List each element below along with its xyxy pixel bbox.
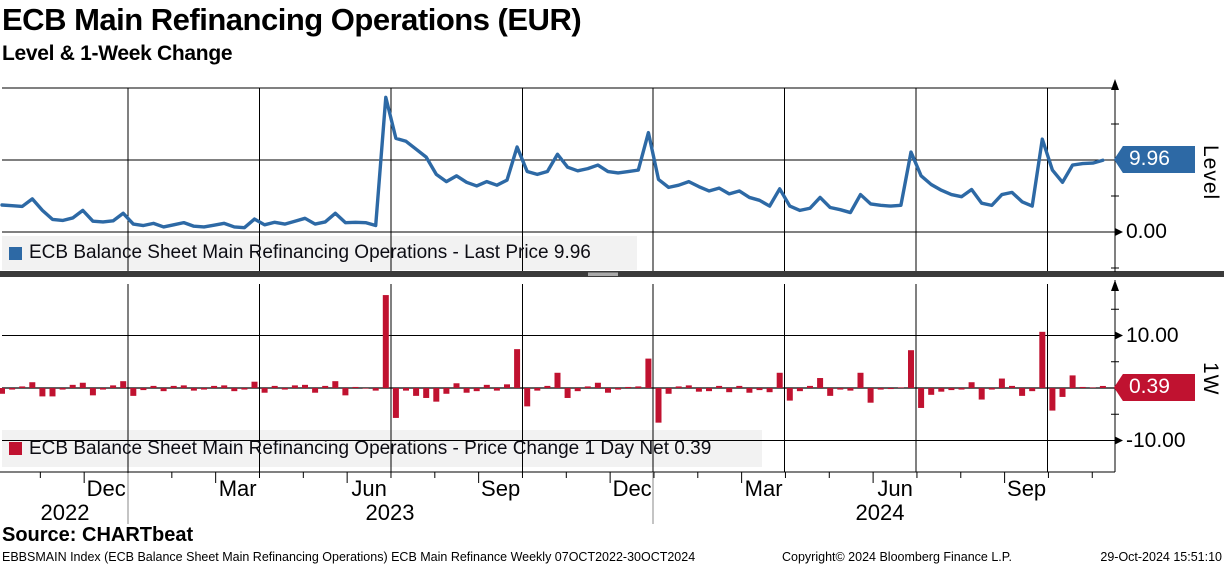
svg-text:Dec: Dec (87, 476, 126, 501)
change-upper-tick-label: 10.00 (1126, 324, 1179, 347)
level-axis-title: Level (1199, 145, 1222, 201)
svg-text:Dec: Dec (613, 476, 652, 501)
change-series-marker-icon (9, 442, 22, 455)
svg-text:2022: 2022 (41, 500, 90, 525)
change-bars (0, 295, 1106, 423)
timestamp: 29-Oct-2024 15:51:10 (1100, 550, 1222, 564)
change-axis-title: 1W (1199, 362, 1222, 396)
svg-text:Sep: Sep (1007, 476, 1046, 501)
panel-divider-grip[interactable] (588, 272, 618, 276)
change-legend: ECB Balance Sheet Main Refinancing Opera… (2, 430, 762, 467)
source-line: Source: CHARTbeat (2, 524, 194, 546)
page-subtitle: Level & 1-Week Change (2, 42, 233, 65)
svg-text:Mar: Mar (219, 476, 257, 501)
copyright-notice: Copyright© 2024 Bloomberg Finance L.P. (782, 550, 1012, 564)
change-legend-label: ECB Balance Sheet Main Refinancing Opera… (29, 437, 712, 459)
x-axis-ticks (39, 472, 1093, 483)
axes (0, 79, 1123, 473)
legend-backgrounds (2, 236, 762, 467)
svg-text:2023: 2023 (366, 500, 415, 525)
page-title: ECB Main Refinancing Operations (EUR) (2, 2, 582, 37)
svg-text:2024: 2024 (856, 500, 905, 525)
ticker-description: EBBSMAIN Index (ECB Balance Sheet Main R… (2, 550, 696, 564)
svg-text:Jun: Jun (877, 476, 912, 501)
svg-text:Jun: Jun (351, 476, 386, 501)
svg-text:Sep: Sep (481, 476, 520, 501)
level-series-marker-icon (9, 246, 22, 260)
level-legend: ECB Balance Sheet Main Refinancing Opera… (2, 236, 637, 270)
gridlines (2, 87, 1115, 472)
level-line (0, 95, 1105, 230)
change-last-value-tag: 0.39 (1114, 374, 1195, 401)
svg-text:Mar: Mar (745, 476, 783, 501)
level-last-value-tag: 9.96 (1114, 146, 1195, 173)
level-zero-tick-label: 0.00 (1126, 220, 1167, 243)
change-lower-tick-label: -10.00 (1126, 429, 1186, 452)
level-legend-label: ECB Balance Sheet Main Refinancing Opera… (29, 242, 591, 263)
x-axis-labels: Dec Mar Jun Sep Dec Mar Jun Sep 2022 2023 2024 (41, 473, 1046, 525)
